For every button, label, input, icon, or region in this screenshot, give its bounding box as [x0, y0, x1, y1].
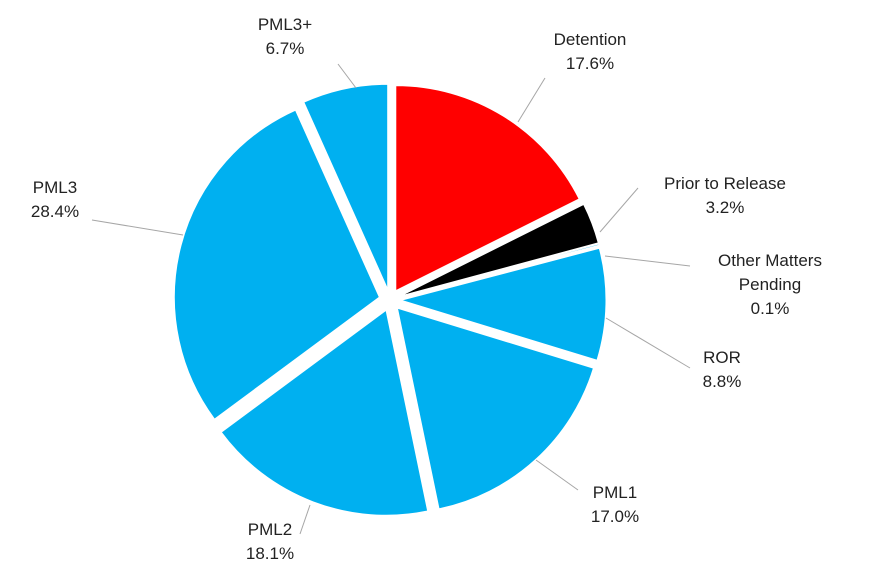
- pie-slice: [400, 243, 600, 298]
- leader-line: [337, 63, 357, 89]
- slice-label: Prior to Release 3.2%: [635, 172, 815, 220]
- category-label: Other Matters Pending: [718, 251, 822, 294]
- slice-label: PML3 28.4%: [10, 176, 100, 224]
- category-label: Detention: [553, 30, 627, 49]
- value-label: 6.7%: [265, 39, 305, 58]
- slice-label: PML3+ 6.7%: [245, 13, 325, 61]
- category-label: PML3: [32, 178, 78, 197]
- value-label: 17.6%: [565, 54, 615, 73]
- pie-slice: [399, 247, 607, 361]
- value-label: 3.2%: [705, 198, 745, 217]
- slice-label: Detention 17.6%: [520, 28, 660, 76]
- leader-line: [517, 77, 546, 123]
- value-label: 0.1%: [750, 299, 790, 318]
- pie-slice: [220, 309, 429, 516]
- slice-label: PML2 18.1%: [230, 518, 310, 566]
- leader-line: [299, 504, 311, 535]
- leader-line: [91, 219, 184, 236]
- pie-slice: [173, 109, 380, 420]
- pie-slice: [303, 83, 389, 290]
- slice-label: PML1 17.0%: [575, 481, 655, 529]
- pie-slice: [395, 85, 580, 292]
- pie-slice: [400, 203, 599, 297]
- category-label: PML2: [247, 520, 293, 539]
- leader-line: [604, 255, 691, 267]
- pie-slice: [396, 307, 595, 510]
- value-label: 18.1%: [245, 544, 295, 563]
- category-label: PML3+: [257, 15, 313, 34]
- value-label: 28.4%: [30, 202, 80, 221]
- slice-label: ROR 8.8%: [682, 346, 762, 394]
- category-label: PML1: [592, 483, 638, 502]
- slice-label: Other Matters Pending 0.1%: [705, 249, 835, 321]
- category-label: ROR: [703, 348, 741, 367]
- value-label: 17.0%: [590, 507, 640, 526]
- category-label: Prior to Release: [664, 174, 786, 193]
- value-label: 8.8%: [702, 372, 742, 391]
- leader-line: [535, 459, 579, 491]
- leader-line: [605, 317, 691, 369]
- leader-line: [599, 187, 639, 233]
